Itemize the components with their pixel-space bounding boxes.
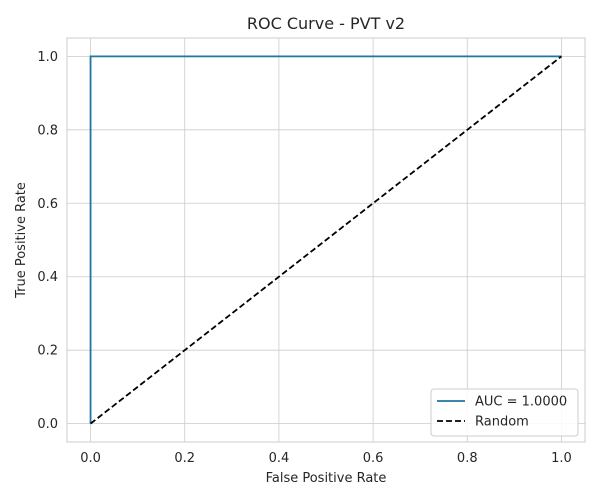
- y-axis-label: True Positive Rate: [14, 182, 29, 299]
- ticks-layer: 0.0 0.2 0.4 0.6 0.8 1.0 0.0 0.2 0.4 0.6 0.8 1.0: [37, 50, 571, 466]
- roc-curve-line: [89, 55, 562, 424]
- x-tick-label: 0.0: [80, 451, 101, 466]
- plot-frame: [66, 37, 586, 443]
- y-tick-label: 0.0: [37, 417, 58, 432]
- x-tick-label: 1.0: [551, 451, 572, 466]
- x-tick-label: 0.2: [174, 451, 195, 466]
- legend-label-random: Random: [475, 415, 529, 430]
- x-tick-label: 0.6: [363, 451, 384, 466]
- legend-box: [430, 388, 579, 437]
- series-layer: [89, 55, 563, 425]
- y-tick-label: 1.0: [37, 50, 58, 65]
- grid: [67, 38, 585, 442]
- legend: AUC = 1.0000 Random: [430, 388, 579, 437]
- y-tick-label: 0.8: [37, 123, 58, 138]
- y-tick-label: 0.6: [37, 197, 58, 212]
- random-baseline-line: [89, 55, 563, 425]
- y-tick-label: 0.4: [37, 270, 58, 285]
- y-tick-label: 0.2: [37, 344, 58, 359]
- chart-title: ROC Curve - PVT v2: [247, 14, 405, 33]
- x-tick-label: 0.8: [457, 451, 478, 466]
- x-axis-label: False Positive Rate: [266, 471, 387, 486]
- legend-label-auc: AUC = 1.0000: [475, 395, 567, 410]
- x-tick-label: 0.4: [269, 451, 290, 466]
